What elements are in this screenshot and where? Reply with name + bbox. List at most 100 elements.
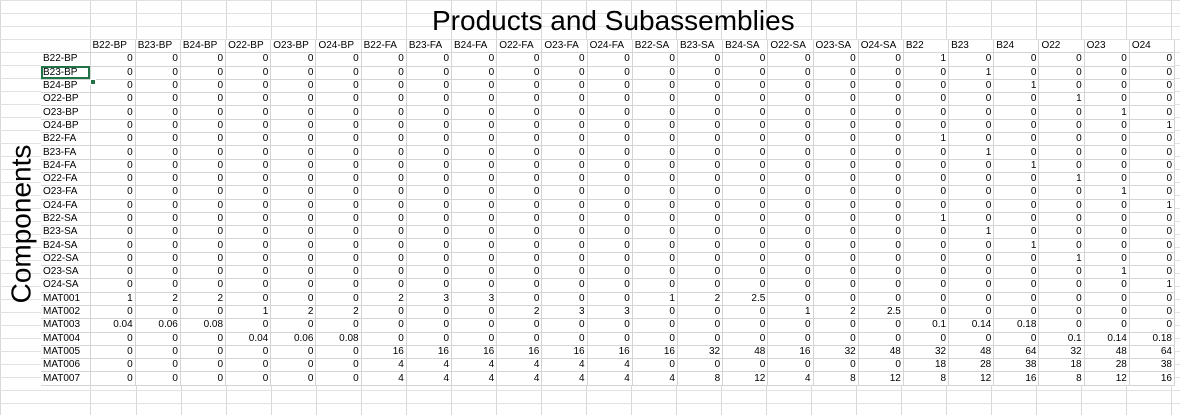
row-header[interactable]: B24-FA <box>41 159 91 173</box>
table-cell[interactable]: 16 <box>361 345 407 360</box>
table-cell[interactable]: 32 <box>903 345 950 360</box>
corner-cell[interactable] <box>41 40 91 54</box>
table-cell[interactable]: 0 <box>677 119 724 134</box>
table-cell[interactable]: 0 <box>1038 119 1085 134</box>
table-cell[interactable]: 0 <box>903 145 950 160</box>
table-cell[interactable]: 0 <box>180 278 227 293</box>
table-cell[interactable]: 0 <box>993 105 1040 120</box>
table-cell[interactable]: 28 <box>1084 358 1130 373</box>
table-cell[interactable]: 0 <box>948 185 995 200</box>
table-cell[interactable]: 0 <box>903 225 950 240</box>
table-cell[interactable]: 0 <box>1084 292 1130 306</box>
table-cell[interactable]: 0 <box>315 52 362 67</box>
table-cell[interactable]: 1 <box>767 305 814 320</box>
table-cell[interactable]: 0 <box>1129 225 1176 240</box>
table-cell[interactable]: 0 <box>1129 265 1176 280</box>
table-cell[interactable]: 0 <box>1038 238 1085 253</box>
table-cell[interactable]: 0 <box>135 252 181 267</box>
table-cell[interactable]: 0 <box>225 185 272 200</box>
table-cell[interactable]: 0 <box>948 79 995 94</box>
table-cell[interactable]: 1 <box>903 132 950 147</box>
table-cell[interactable]: 0 <box>722 305 769 320</box>
table-cell[interactable]: 0 <box>90 358 136 373</box>
table-cell[interactable]: 0 <box>496 185 543 200</box>
table-cell[interactable]: 0 <box>632 358 678 373</box>
table-cell[interactable]: 0 <box>135 278 181 293</box>
table-cell[interactable]: 0 <box>541 119 588 134</box>
table-cell[interactable]: 0 <box>496 132 543 147</box>
table-cell[interactable]: 0 <box>541 132 588 147</box>
table-cell[interactable]: 0 <box>496 278 543 293</box>
table-cell[interactable]: 16 <box>587 345 633 360</box>
table-cell[interactable]: 8 <box>813 371 859 386</box>
table-cell[interactable]: 0 <box>767 172 814 187</box>
table-cell[interactable]: 0 <box>993 332 1040 346</box>
table-cell[interactable]: 0 <box>451 172 498 187</box>
table-cell[interactable]: 4 <box>496 358 543 373</box>
table-cell[interactable]: 0 <box>180 305 227 320</box>
column-header[interactable]: B24 <box>993 40 1040 54</box>
table-cell[interactable]: 0 <box>858 358 904 373</box>
table-cell[interactable]: 0 <box>406 132 453 147</box>
table-cell[interactable]: 0 <box>90 265 136 280</box>
table-cell[interactable]: 0 <box>225 172 272 187</box>
table-cell[interactable]: 0 <box>135 159 181 173</box>
table-cell[interactable]: 0 <box>813 212 859 227</box>
table-cell[interactable]: 3 <box>451 292 498 306</box>
table-cell[interactable]: 0 <box>315 172 362 187</box>
table-cell[interactable]: 0 <box>993 52 1040 67</box>
table-cell[interactable]: 0 <box>451 145 498 160</box>
table-cell[interactable]: 0 <box>496 318 543 333</box>
table-cell[interactable]: 0 <box>225 252 272 267</box>
table-cell[interactable]: 0 <box>180 225 227 240</box>
table-cell[interactable]: 0 <box>948 332 995 346</box>
table-cell[interactable]: 0 <box>180 105 227 120</box>
table-cell[interactable]: 2 <box>361 292 407 306</box>
table-cell[interactable]: 1 <box>1084 185 1130 200</box>
table-cell[interactable]: 0 <box>993 292 1040 306</box>
table-cell[interactable]: 0 <box>767 212 814 227</box>
table-cell[interactable]: 0 <box>1084 238 1130 253</box>
table-cell[interactable]: 0 <box>90 212 136 227</box>
table-cell[interactable]: 0 <box>858 79 904 94</box>
table-cell[interactable]: 48 <box>858 345 904 360</box>
table-cell[interactable]: 0 <box>406 52 453 67</box>
table-cell[interactable]: 0 <box>767 119 814 134</box>
table-cell[interactable]: 64 <box>1129 345 1176 360</box>
table-cell[interactable]: 0 <box>180 172 227 187</box>
table-cell[interactable]: 0 <box>722 238 769 253</box>
row-header[interactable]: MAT005 <box>41 345 91 360</box>
table-cell[interactable]: 3 <box>406 292 453 306</box>
table-cell[interactable]: 0 <box>180 345 227 360</box>
table-cell[interactable]: 0 <box>315 238 362 253</box>
table-cell[interactable]: 0 <box>225 371 272 386</box>
table-cell[interactable]: 0 <box>406 105 453 120</box>
table-cell[interactable]: 0 <box>406 79 453 94</box>
table-cell[interactable]: 0 <box>1129 172 1176 187</box>
table-cell[interactable]: 0 <box>587 52 633 67</box>
table-cell[interactable]: 16 <box>541 345 588 360</box>
table-cell[interactable]: 0 <box>993 92 1040 107</box>
table-cell[interactable]: 0 <box>677 79 724 94</box>
table-cell[interactable]: 0 <box>315 119 362 134</box>
table-cell[interactable]: 0 <box>451 305 498 320</box>
table-cell[interactable]: 0 <box>496 332 543 346</box>
table-cell[interactable]: 0 <box>496 145 543 160</box>
table-cell[interactable]: 0 <box>541 278 588 293</box>
table-cell[interactable]: 0 <box>677 145 724 160</box>
table-cell[interactable]: 0 <box>677 172 724 187</box>
table-cell[interactable]: 0 <box>225 92 272 107</box>
table-cell[interactable]: 0 <box>813 318 859 333</box>
table-cell[interactable]: 0 <box>180 332 227 346</box>
table-cell[interactable]: 0 <box>813 172 859 187</box>
table-cell[interactable]: 0 <box>90 119 136 134</box>
table-cell[interactable]: 0 <box>587 79 633 94</box>
table-cell[interactable]: 0 <box>813 92 859 107</box>
table-cell[interactable]: 0 <box>858 292 904 306</box>
table-cell[interactable]: 0 <box>993 66 1040 80</box>
table-cell[interactable]: 0 <box>587 119 633 134</box>
table-cell[interactable]: 0 <box>677 66 724 80</box>
table-cell[interactable]: 12 <box>948 371 995 386</box>
table-cell[interactable]: 12 <box>858 371 904 386</box>
table-cell[interactable]: 0 <box>722 132 769 147</box>
